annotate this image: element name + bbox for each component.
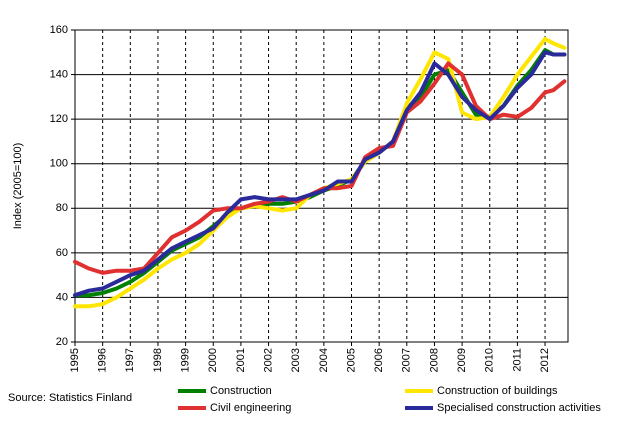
x-tick-label: 2005: [345, 348, 357, 372]
x-tick-label: 2004: [318, 348, 330, 372]
y-tick-label: 120: [50, 113, 68, 125]
series-line: [73, 50, 567, 298]
x-tick-label: 1998: [152, 348, 164, 372]
x-tick-label: 2000: [207, 348, 219, 372]
source-note: Source: Statistics Finland: [8, 392, 132, 404]
x-tick-label: 2003: [290, 348, 302, 372]
x-tick-label: 2010: [484, 348, 496, 372]
legend-label: Construction of buildings: [437, 385, 558, 397]
x-tick-label: 2008: [428, 348, 440, 372]
x-tick-label: 1999: [180, 348, 192, 372]
x-tick-label: 2006: [373, 348, 385, 372]
plot-frame: [74, 29, 569, 343]
y-tick-label: 60: [56, 247, 68, 259]
x-tick-label: 2002: [262, 348, 274, 372]
x-tick-label: 2012: [539, 348, 551, 372]
y-tick-label: 160: [50, 24, 68, 36]
x-tick-label: 2011: [511, 348, 523, 372]
y-axis-label: Index (2005=100): [12, 143, 24, 230]
y-tick-label: 40: [56, 291, 68, 303]
y-tick-label: 20: [56, 336, 68, 348]
legend-label: Construction: [210, 385, 272, 397]
x-tick-label: 2007: [401, 348, 413, 372]
legend-label: Civil engineering: [210, 402, 291, 414]
y-tick-label: 80: [56, 202, 68, 214]
x-tick-label: 1995: [69, 348, 81, 372]
x-tick-label: 1997: [124, 348, 136, 372]
y-tick-label: 140: [50, 68, 68, 80]
y-tick-label: 100: [50, 158, 68, 170]
x-tick-label: 2009: [456, 348, 468, 372]
x-tick-label: 1996: [97, 348, 109, 372]
x-tick-label: 2001: [235, 348, 247, 372]
legend-label: Specialised construction activities: [437, 402, 601, 414]
